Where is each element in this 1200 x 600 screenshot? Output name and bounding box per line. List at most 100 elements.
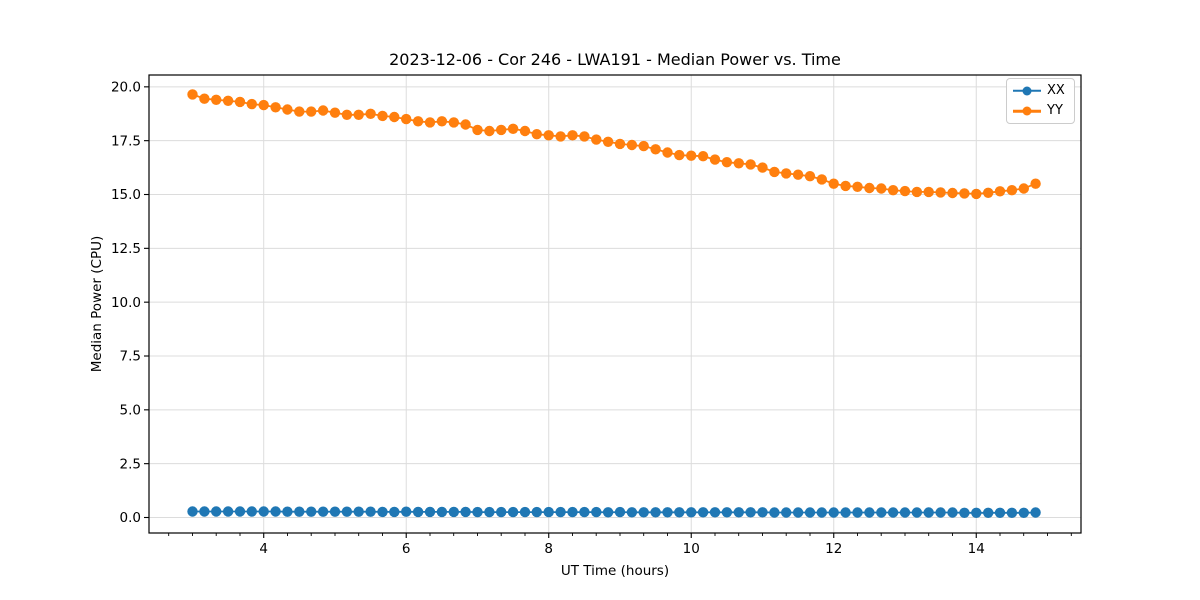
series-xx-point <box>567 506 578 518</box>
series-yy-point <box>1006 185 1018 196</box>
series-xx-point <box>507 506 519 518</box>
y-tick-label: 17.5 <box>111 133 141 149</box>
series-yy-point <box>721 157 733 168</box>
series-xx-point <box>234 506 246 517</box>
series-xx-point <box>222 506 234 517</box>
y-tick-label: 12.5 <box>111 241 141 257</box>
series-yy-point <box>555 131 566 142</box>
series-xx-point <box>923 507 934 518</box>
series-yy-point <box>947 187 958 199</box>
series-xx-point <box>971 507 982 518</box>
series-yy-point <box>828 178 839 189</box>
series-yy-point <box>567 130 578 141</box>
series-xx-point <box>519 506 531 518</box>
legend: XX YY <box>1006 78 1075 124</box>
series-yy-point <box>709 154 721 165</box>
series-yy-point <box>697 151 709 162</box>
legend-marker-xx-icon <box>1013 86 1041 96</box>
series-yy-point <box>674 149 685 161</box>
series-yy-point <box>971 188 982 200</box>
series-yy-point <box>222 95 234 107</box>
series-xx-point <box>270 506 281 517</box>
series-yy-point <box>329 107 341 118</box>
series-xx-point <box>709 507 721 518</box>
series-yy-point <box>887 185 899 196</box>
series-xx-point <box>579 506 590 518</box>
series-yy-point <box>733 158 744 169</box>
series-yy-point <box>448 117 459 128</box>
series-yy-point <box>377 110 388 122</box>
series-yy-point <box>911 186 923 198</box>
series-yy-point <box>959 188 970 199</box>
series-xx-point <box>852 507 863 518</box>
series-yy-point <box>507 123 519 134</box>
series-xx-point <box>757 507 768 518</box>
series-yy-point <box>983 187 994 198</box>
x-tick-label: 10 <box>683 541 700 557</box>
series-xx-point <box>353 506 364 517</box>
series-yy-point <box>472 124 483 136</box>
x-tick-label: 8 <box>544 541 553 557</box>
series-yy-point <box>745 159 756 170</box>
series-yy-point <box>246 98 257 110</box>
series-xx-point <box>389 506 400 518</box>
series-xx-point <box>769 507 780 518</box>
series-yy-point <box>662 147 673 158</box>
series-xx-point <box>602 507 614 518</box>
series-xx-point <box>365 506 376 517</box>
legend-entry-yy: YY <box>1013 101 1068 121</box>
series-yy-point <box>294 106 305 117</box>
series-yy-point <box>306 106 317 117</box>
series-xx-point <box>424 506 436 518</box>
series-yy-point <box>804 171 816 182</box>
series-yy-point <box>923 186 934 198</box>
series-xx-point <box>994 507 1006 518</box>
series-yy-point <box>899 185 911 197</box>
series-yy-point <box>591 134 602 145</box>
series-xx-point <box>674 507 685 518</box>
series-xx-point <box>472 506 483 518</box>
series-xx-point <box>448 506 459 518</box>
series-xx-point <box>1030 507 1041 518</box>
series-xx-point <box>650 507 661 518</box>
series-yy-point <box>270 102 281 113</box>
series-yy-point <box>614 138 626 150</box>
series-xx-point <box>686 507 697 518</box>
series-yy-point <box>816 174 827 185</box>
series-xx-point <box>745 507 756 518</box>
series-yy-point <box>199 93 210 104</box>
series-xx-point <box>626 507 638 518</box>
series-xx-point <box>983 507 994 518</box>
series-xx-point <box>401 506 412 517</box>
series-yy-point <box>496 124 507 136</box>
series-yy-point <box>1030 178 1041 189</box>
series-yy-point <box>341 109 353 121</box>
y-tick-label: 0.0 <box>120 510 141 526</box>
series-yy-point <box>781 168 792 179</box>
series-xx-point <box>460 506 471 518</box>
series-yy-point <box>602 136 614 147</box>
series-xx-point <box>733 507 744 518</box>
series-yy-point <box>769 166 780 178</box>
x-tick-label: 14 <box>968 541 985 557</box>
legend-label-yy: YY <box>1047 103 1063 119</box>
series-xx-point <box>828 507 839 518</box>
legend-label-xx: XX <box>1047 82 1065 98</box>
series-yy-point <box>282 104 293 115</box>
series-xx-point <box>1006 507 1018 518</box>
series-yy-point <box>840 180 851 192</box>
y-tick-label: 7.5 <box>120 349 141 365</box>
chart-title: 2023-12-06 - Cor 246 - LWA191 - Median P… <box>389 50 841 69</box>
y-axis-label: Median Power (CPU) <box>89 235 105 373</box>
series-xx-point <box>697 507 709 518</box>
series-yy-point <box>876 183 887 194</box>
series-xx-point <box>377 506 388 518</box>
series-xx-point <box>531 506 542 518</box>
series-xx-point <box>959 507 970 518</box>
series-yy-point <box>353 109 364 121</box>
series-yy-point <box>317 105 329 116</box>
series-yy-point <box>436 116 448 127</box>
series-yy-point <box>258 99 269 111</box>
series-xx-point <box>887 507 899 518</box>
